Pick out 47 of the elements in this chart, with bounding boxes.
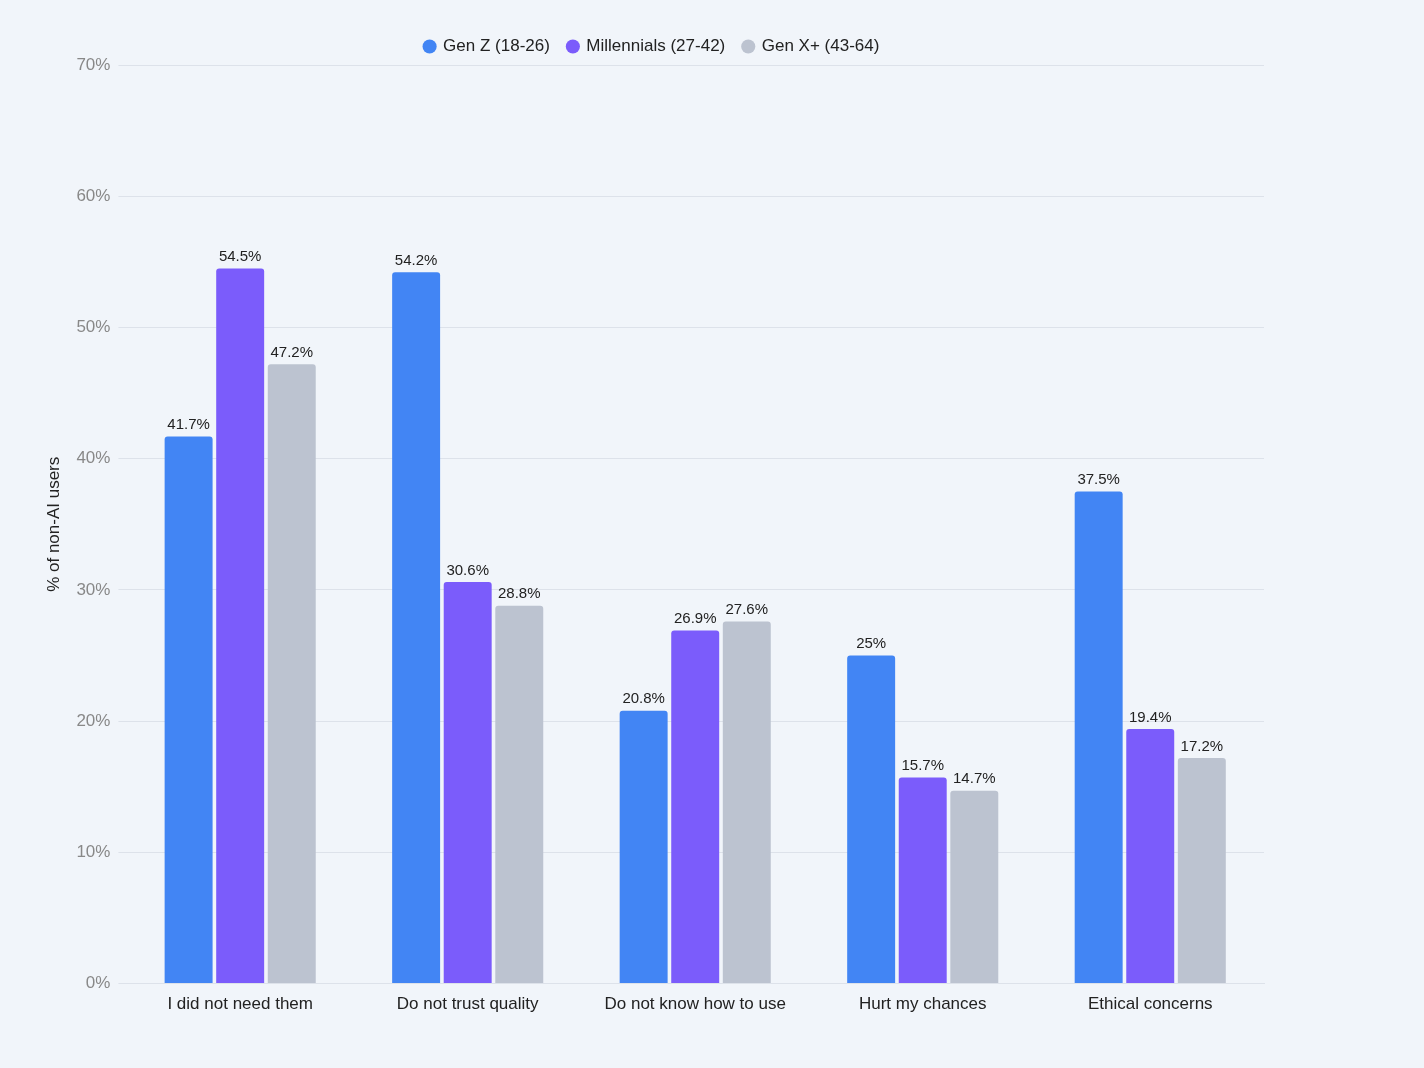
y-tick-label: 50% — [76, 317, 111, 337]
data-label: 41.7% — [167, 415, 210, 433]
bar — [1074, 491, 1123, 984]
data-label: 54.2% — [394, 250, 438, 268]
data-label: 19.4% — [1128, 707, 1172, 725]
bar — [267, 364, 316, 984]
bar — [722, 621, 771, 984]
bar — [443, 582, 492, 984]
y-tick-label: 60% — [76, 185, 111, 205]
bar — [216, 268, 265, 984]
bar — [164, 436, 213, 984]
y-tick-label: 70% — [76, 54, 111, 74]
legend-label: Gen X+ (43-64) — [761, 36, 880, 56]
bar — [1177, 757, 1226, 984]
y-tick-label: 20% — [76, 710, 111, 730]
bar — [1126, 729, 1175, 984]
y-axis-title: % of non-AI users — [43, 456, 63, 592]
data-label: 28.8% — [497, 584, 541, 602]
data-label: 14.7% — [953, 769, 996, 787]
data-label: 25% — [856, 634, 887, 652]
x-tick-label: I did not need them — [167, 994, 313, 1014]
y-tick-label: 10% — [76, 842, 111, 862]
bar — [619, 710, 668, 984]
data-label: 30.6% — [446, 560, 489, 578]
x-tick-label: Do not know how to use — [604, 994, 786, 1014]
x-tick-label: Do not trust quality — [396, 994, 540, 1014]
x-tick-label: Ethical concerns — [1087, 994, 1213, 1014]
bar — [847, 655, 896, 984]
bar — [898, 777, 947, 984]
data-label: 15.7% — [901, 756, 944, 774]
legend-label: Gen Z (18-26) — [443, 36, 550, 56]
data-label: 47.2% — [270, 342, 314, 360]
y-tick-label: 40% — [76, 448, 111, 468]
bar — [495, 605, 544, 984]
y-tick-label: 30% — [76, 579, 111, 599]
data-label: 17.2% — [1180, 736, 1224, 754]
x-tick-label: Hurt my chances — [858, 994, 987, 1014]
bar — [950, 790, 999, 984]
data-label: 37.5% — [1077, 470, 1120, 488]
legend-label: Millennials (27-42) — [586, 36, 726, 56]
bar — [671, 630, 720, 984]
data-label: 27.6% — [725, 600, 769, 618]
bar — [392, 272, 441, 984]
data-label: 54.5% — [218, 247, 262, 265]
y-tick-label: 0% — [85, 973, 111, 993]
data-label: 20.8% — [622, 689, 665, 707]
data-label: 26.9% — [673, 609, 717, 627]
